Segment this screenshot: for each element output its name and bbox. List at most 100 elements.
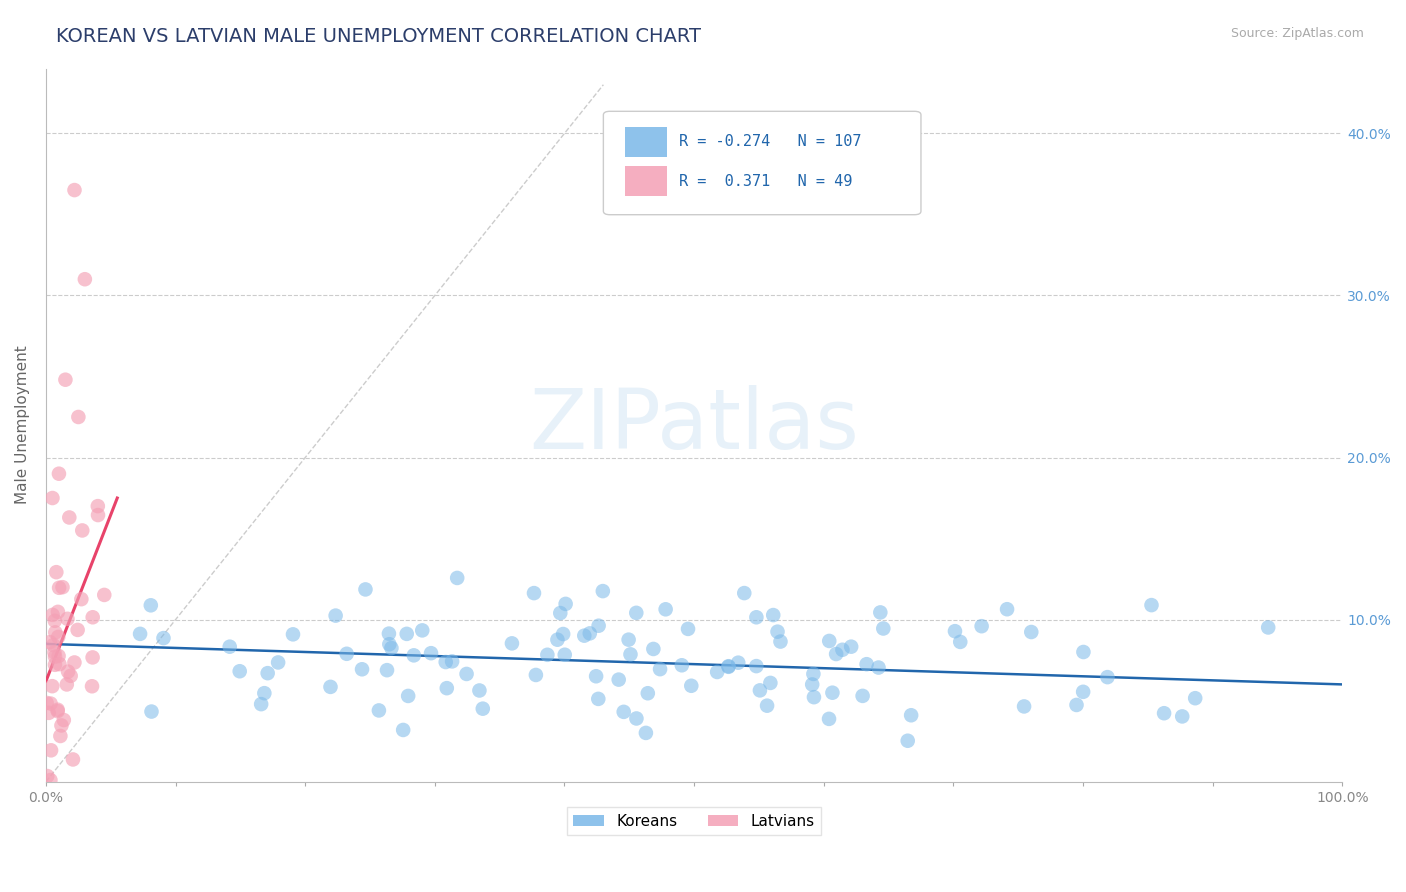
Point — [62, 752, 84, 766]
Point — [152, 631, 174, 645]
Point — [319, 680, 342, 694]
Point — [48, 648, 70, 663]
FancyBboxPatch shape — [626, 127, 666, 157]
Point — [51, 718, 73, 732]
Point — [41, 607, 63, 622]
Point — [446, 571, 468, 585]
Point — [66, 623, 89, 637]
Point — [59, 669, 82, 683]
Point — [38, 635, 60, 649]
Point — [411, 624, 433, 638]
Point — [626, 711, 648, 725]
Point — [58, 510, 80, 524]
Point — [56, 677, 79, 691]
Point — [801, 677, 824, 691]
Point — [762, 608, 785, 623]
Point — [970, 619, 993, 633]
Point — [756, 698, 779, 713]
Point — [39, 772, 62, 787]
Point — [769, 634, 792, 648]
Point — [852, 689, 875, 703]
Text: R =  0.371   N = 49: R = 0.371 N = 49 — [679, 174, 852, 189]
Point — [456, 667, 478, 681]
Point — [733, 586, 755, 600]
Point — [392, 723, 415, 737]
Text: ZIPatlas: ZIPatlas — [529, 384, 859, 466]
Point — [336, 647, 359, 661]
Point — [1184, 691, 1206, 706]
Point — [745, 610, 768, 624]
Point — [38, 706, 60, 720]
Point — [52, 713, 75, 727]
Point — [943, 624, 966, 639]
Point — [253, 686, 276, 700]
Point — [818, 634, 841, 648]
Point — [588, 618, 610, 632]
Point — [803, 667, 825, 681]
Point — [676, 622, 699, 636]
Text: Source: ZipAtlas.com: Source: ZipAtlas.com — [1230, 27, 1364, 40]
Point — [46, 704, 69, 718]
Point — [49, 729, 72, 743]
Point — [37, 769, 59, 783]
Point — [325, 608, 347, 623]
Point — [436, 681, 458, 695]
Point — [831, 642, 853, 657]
Point — [73, 272, 96, 286]
Point — [39, 743, 62, 757]
Point — [727, 656, 749, 670]
Point — [1097, 670, 1119, 684]
Point — [87, 508, 110, 522]
Point — [402, 648, 425, 663]
Point — [139, 599, 162, 613]
Point — [501, 636, 523, 650]
Point — [671, 658, 693, 673]
Point — [546, 632, 568, 647]
Point — [949, 635, 972, 649]
Point — [395, 627, 418, 641]
Point — [1073, 645, 1095, 659]
Point — [41, 491, 63, 505]
Point — [766, 624, 789, 639]
Point — [1066, 698, 1088, 712]
Point — [45, 565, 67, 579]
Point — [420, 646, 443, 660]
Point — [380, 641, 402, 656]
Point — [35, 696, 58, 710]
Point — [471, 701, 494, 715]
Y-axis label: Male Unemployment: Male Unemployment — [15, 346, 30, 505]
Point — [129, 627, 152, 641]
Point — [681, 679, 703, 693]
Point — [72, 524, 94, 538]
Point — [1171, 709, 1194, 723]
Point — [554, 597, 576, 611]
Point — [42, 638, 65, 652]
FancyBboxPatch shape — [603, 112, 921, 215]
Point — [44, 649, 66, 664]
Point — [267, 656, 290, 670]
Point — [803, 690, 825, 705]
Point — [523, 586, 546, 600]
Point — [1257, 620, 1279, 634]
Point — [44, 645, 66, 659]
Point — [468, 683, 491, 698]
Point — [367, 703, 389, 717]
Point — [46, 703, 69, 717]
Point — [44, 614, 66, 628]
Point — [141, 705, 163, 719]
Point — [82, 610, 104, 624]
Point — [855, 657, 877, 672]
Point — [67, 409, 90, 424]
Point — [1153, 706, 1175, 721]
Point — [434, 655, 457, 669]
Point — [441, 654, 464, 668]
Point — [93, 588, 115, 602]
Point — [585, 669, 607, 683]
Point — [897, 733, 920, 747]
Point — [524, 668, 547, 682]
Point — [626, 606, 648, 620]
Point — [995, 602, 1018, 616]
Point — [44, 625, 66, 640]
Point — [350, 662, 373, 676]
Point — [574, 629, 596, 643]
